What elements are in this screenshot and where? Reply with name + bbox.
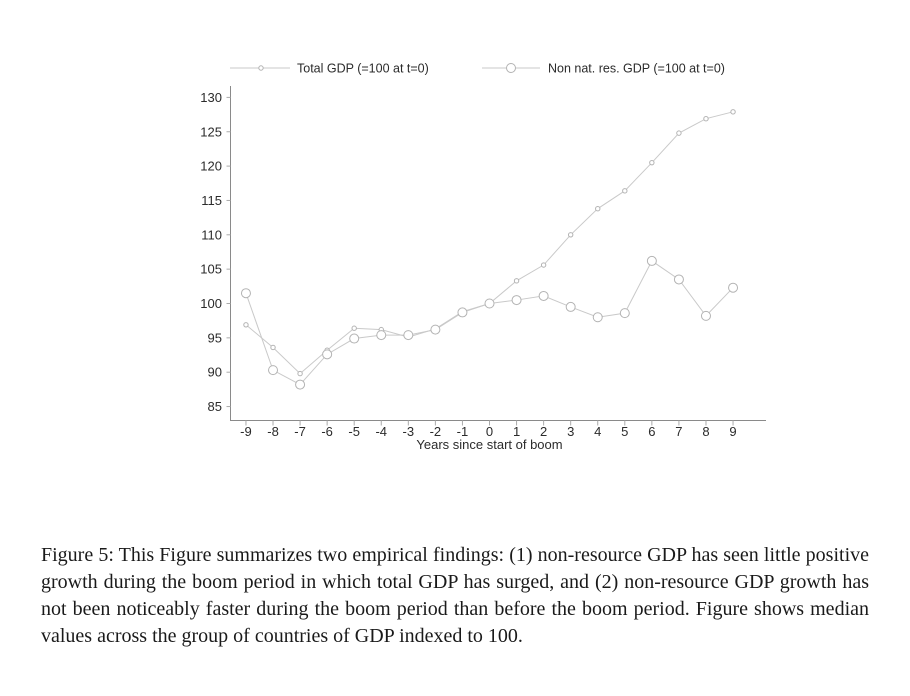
legend-entry-total-gdp: Total GDP (=100 at t=0) <box>230 62 429 76</box>
data-point-marker <box>376 330 387 341</box>
chart-series <box>240 109 739 390</box>
y-tick-label: 120 <box>200 159 222 174</box>
legend-entry-nonres-gdp: Non nat. res. GDP (=100 at t=0) <box>482 62 725 76</box>
data-point-marker <box>484 298 495 309</box>
data-point-marker <box>538 290 549 301</box>
y-tick-label: 95 <box>208 330 222 345</box>
data-point-marker <box>595 205 601 212</box>
data-point-marker <box>703 115 709 122</box>
x-tick-label: 1 <box>513 424 520 439</box>
x-axis-title: Years since start of boom <box>416 437 562 452</box>
legend-label-total-gdp: Total GDP (=100 at t=0) <box>297 62 429 76</box>
data-point-marker <box>297 370 303 377</box>
data-point-marker <box>567 232 574 238</box>
data-point-marker <box>295 379 306 390</box>
x-tick-label: 4 <box>594 424 601 439</box>
x-tick-label: -5 <box>348 424 360 439</box>
data-point-marker <box>619 308 630 319</box>
chart-legend: Total GDP (=100 at t=0) Non nat. res. GD… <box>230 62 725 76</box>
x-tick-label: 2 <box>540 424 547 439</box>
gdp-boom-line-chart: Total GDP (=100 at t=0) Non nat. res. GD… <box>200 62 766 452</box>
x-tick-label: -7 <box>294 424 306 439</box>
x-tick-label: -9 <box>240 424 252 439</box>
y-tick-label: 110 <box>201 227 222 242</box>
x-tick-label: 5 <box>621 424 628 439</box>
data-point-marker <box>243 322 249 328</box>
data-point-marker <box>673 274 684 285</box>
x-tick-label: -4 <box>375 424 387 439</box>
data-point-marker <box>565 301 576 312</box>
data-point-marker <box>649 159 655 166</box>
series-total-gdp <box>243 109 736 377</box>
data-point-marker <box>270 344 276 351</box>
y-tick-label: 115 <box>201 193 222 208</box>
data-point-marker <box>728 282 739 293</box>
data-point-marker <box>511 295 522 306</box>
x-tick-label: 3 <box>567 424 574 439</box>
data-point-marker <box>403 330 414 341</box>
x-tick-label: 6 <box>648 424 655 439</box>
data-point-marker <box>730 109 736 115</box>
legend-marker-nonres-gdp-icon <box>506 63 516 73</box>
data-point-marker <box>622 188 628 194</box>
data-point-marker <box>646 255 657 266</box>
y-tick-label: 105 <box>200 262 222 277</box>
x-tick-label: 8 <box>702 424 709 439</box>
data-point-marker <box>540 262 547 268</box>
legend-label-nonres-gdp: Non nat. res. GDP (=100 at t=0) <box>548 62 725 76</box>
chart-canvas: Total GDP (=100 at t=0) Non nat. res. GD… <box>200 62 766 452</box>
y-tick-label: 85 <box>208 399 222 414</box>
data-point-marker <box>700 310 711 321</box>
y-tick-label: 125 <box>200 124 222 139</box>
x-tick-label: 7 <box>675 424 682 439</box>
data-point-marker <box>676 130 682 136</box>
figure-caption: Figure 5: This Figure summarizes two emp… <box>41 544 869 647</box>
y-tick-label: 100 <box>200 296 222 311</box>
data-point-marker <box>268 365 279 376</box>
series-line <box>245 260 734 386</box>
data-point-marker <box>351 325 357 331</box>
y-tick-label: 130 <box>200 90 222 105</box>
y-tick-label: 90 <box>208 365 222 380</box>
x-tick-label: -1 <box>457 424 469 439</box>
data-point-marker <box>457 307 468 318</box>
data-point-marker <box>513 278 520 284</box>
series-line <box>245 111 734 375</box>
x-tick-label: -2 <box>430 424 442 439</box>
data-point-marker <box>322 349 333 360</box>
data-point-marker <box>592 312 603 323</box>
x-tick-label: 0 <box>486 424 493 439</box>
data-point-marker <box>430 324 441 335</box>
series-nonres-gdp <box>240 255 739 390</box>
data-point-marker <box>349 333 360 344</box>
data-point-marker <box>240 288 251 299</box>
x-tick-label: -6 <box>321 424 333 439</box>
legend-marker-total-gdp-icon <box>258 65 264 71</box>
x-tick-label: 9 <box>729 424 736 439</box>
x-tick-label: -3 <box>403 424 415 439</box>
x-tick-label: -8 <box>267 424 279 439</box>
